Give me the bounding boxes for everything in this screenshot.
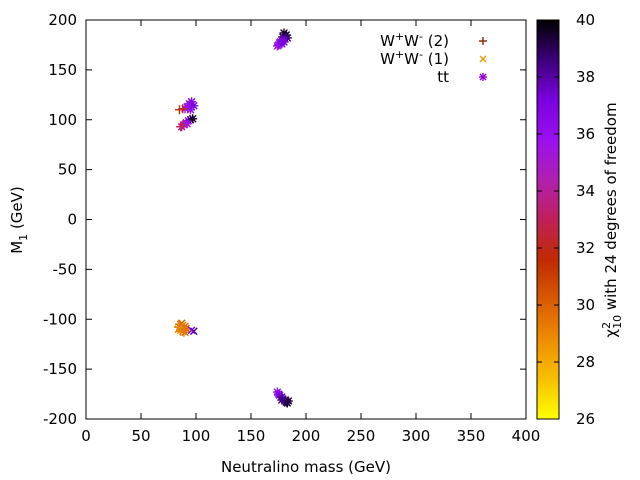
colorbar-ticks: 26 28 30 32 34 36 38 40 xyxy=(537,11,595,428)
y-axis-label-base: M xyxy=(8,241,26,254)
plot-area xyxy=(85,19,527,420)
colorbar-tick-label: 28 xyxy=(576,353,595,371)
data-point-star xyxy=(277,395,287,405)
legend-label: tt xyxy=(437,68,449,86)
colorbar-label-sup: 2 xyxy=(600,322,613,329)
x-tick-label: 150 xyxy=(237,427,266,445)
x-tick-label: 400 xyxy=(512,427,541,445)
data-point-plus xyxy=(178,104,188,114)
data-point-star xyxy=(182,119,192,129)
legend-label: W+W- (2) xyxy=(380,30,449,50)
colorbar-label-chi: χ xyxy=(602,329,620,338)
colorbar-tick-label: 38 xyxy=(576,68,595,86)
y-axis: -200 -150 -100 -50 0 50 100 150 200 xyxy=(43,11,526,428)
data-points xyxy=(173,28,293,408)
colorbar-label-rest: with 24 degrees of freedom xyxy=(602,102,620,314)
data-point-plus xyxy=(178,120,188,130)
y-tick-label: -100 xyxy=(43,310,77,328)
data-point-star xyxy=(189,101,199,111)
x-axis-label: Neutralino mass (GeV) xyxy=(221,458,391,476)
y-axis-label-unit: (GeV) xyxy=(8,186,26,234)
colorbar-tick-label: 36 xyxy=(576,125,595,143)
x-tick-label: 300 xyxy=(402,427,431,445)
colorbar-tick-label: 26 xyxy=(576,410,595,428)
x-tick-label: 350 xyxy=(457,427,486,445)
x-tick-label: 50 xyxy=(131,427,150,445)
y-tick-label: -200 xyxy=(43,410,77,428)
colorbar xyxy=(536,19,560,420)
data-point-cross xyxy=(479,55,487,63)
colorbar-tick-label: 40 xyxy=(576,11,595,29)
colorbar-tick-label: 30 xyxy=(576,296,595,314)
y-tick-label: 100 xyxy=(48,111,77,129)
data-point-star xyxy=(279,37,289,47)
legend-label: W+W- (1) xyxy=(380,48,449,68)
y-axis-label: M1 (GeV) xyxy=(8,186,30,254)
series-w-w-2- xyxy=(173,104,190,337)
y-axis-label-sub: 1 xyxy=(17,234,30,241)
colorbar-label-sub: 10 xyxy=(611,315,624,329)
data-point-plus xyxy=(176,122,186,132)
x-tick-label: 100 xyxy=(182,427,211,445)
data-point-cross xyxy=(189,327,198,336)
x-tick-label: 250 xyxy=(347,427,376,445)
x-tick-label: 0 xyxy=(81,427,91,445)
y-tick-label: 0 xyxy=(67,211,77,229)
colorbar-tick-label: 34 xyxy=(576,182,595,200)
colorbar-label: χ210 with 24 degrees of freedom xyxy=(600,102,624,337)
data-point-plus xyxy=(173,322,183,332)
y-tick-label: 200 xyxy=(48,11,77,29)
legend: W+W- (2)W+W- (1)tt xyxy=(380,30,487,86)
y-tick-label: -150 xyxy=(43,360,77,378)
data-point-plus xyxy=(179,327,189,337)
y-tick-label: 150 xyxy=(48,61,77,79)
y-tick-label: -50 xyxy=(53,260,78,278)
y-tick-label: 50 xyxy=(58,161,77,179)
x-axis: 0 50 100 150 200 250 300 350 400 xyxy=(81,20,540,445)
colorbar-tick-label: 32 xyxy=(576,239,595,257)
x-tick-label: 200 xyxy=(292,427,321,445)
data-point-plus xyxy=(479,37,487,45)
data-point-cross xyxy=(187,326,196,335)
data-point-star xyxy=(479,73,487,81)
data-point-star xyxy=(283,396,293,406)
